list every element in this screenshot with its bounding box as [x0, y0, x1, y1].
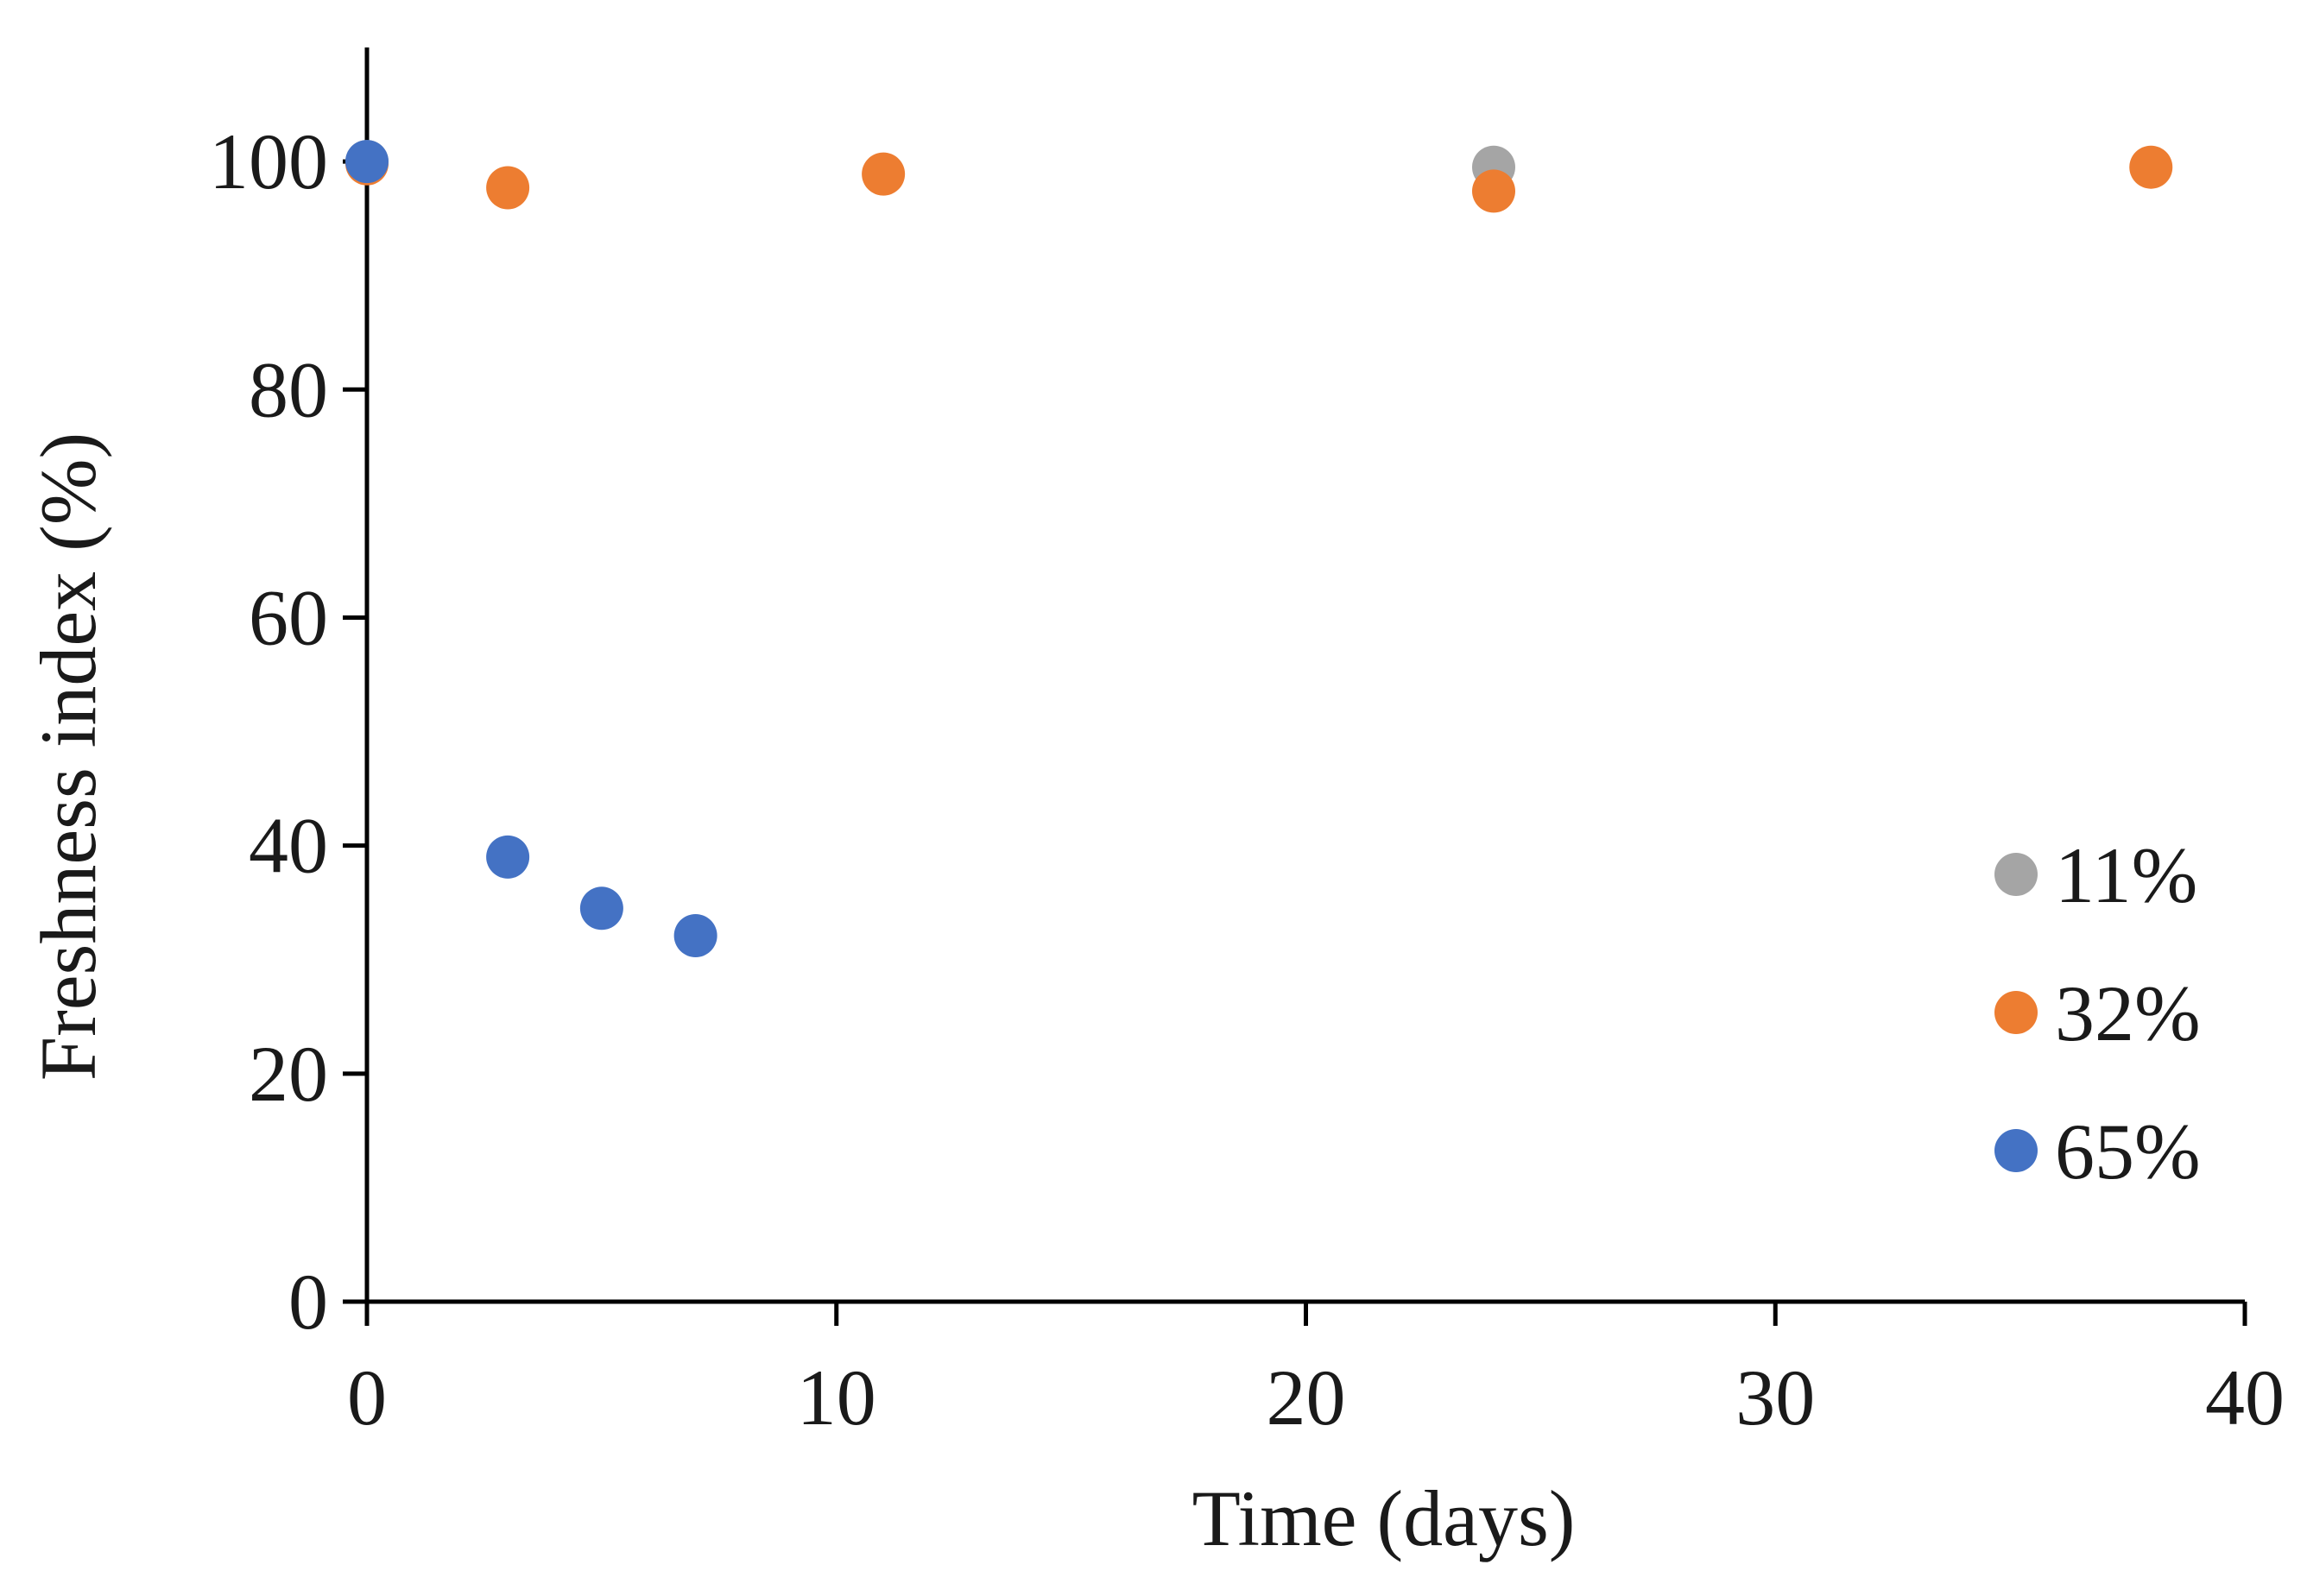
point-32-pct: [1472, 169, 1515, 213]
y-tick-label: 100: [209, 117, 328, 205]
x-tick-label: 0: [347, 1353, 387, 1441]
y-tick-label: 20: [249, 1030, 328, 1118]
data-points: [345, 140, 2173, 957]
x-tick-label: 10: [797, 1353, 876, 1441]
y-tick-label: 80: [249, 345, 328, 433]
x-tick-label: 40: [2205, 1353, 2285, 1441]
x-axis-title: Time (days): [1192, 1474, 1576, 1562]
point-65-pct: [486, 835, 530, 879]
x-tick-label: 30: [1735, 1353, 1815, 1441]
legend-label-65-pct: 65%: [2055, 1107, 2201, 1195]
point-32-pct: [2129, 145, 2173, 189]
legend-marker-65-pct: [1994, 1129, 2038, 1172]
point-32-pct: [486, 166, 530, 210]
legend-label-32-pct: 32%: [2055, 969, 2201, 1057]
legend-marker-32-pct: [1994, 991, 2038, 1034]
legend-marker-11-pct: [1994, 853, 2038, 896]
point-65-pct: [673, 913, 717, 957]
legend-label-11-pct: 11%: [2055, 831, 2197, 919]
x-tick-label: 20: [1267, 1353, 1346, 1441]
legend: 11% 32% 65%: [1994, 831, 2201, 1195]
y-tick-label: 60: [249, 573, 328, 661]
y-axis-title: Freshness index (%): [24, 432, 112, 1081]
y-tick-label: 40: [249, 802, 328, 890]
ticks: 0 20 40 60 80 100 0 10 20 30 40: [209, 117, 2285, 1441]
point-65-pct: [579, 886, 623, 930]
point-32-pct: [862, 152, 906, 196]
y-tick-label: 0: [288, 1258, 328, 1346]
point-65-pct: [345, 140, 389, 184]
axes: [363, 47, 2245, 1309]
